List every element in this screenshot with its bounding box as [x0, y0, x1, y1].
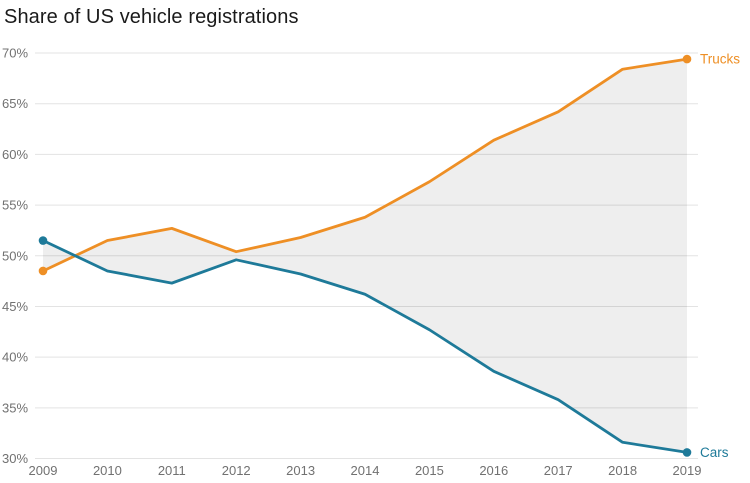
cars-marker-2009	[38, 236, 48, 245]
x-axis-tick-label-2014: 2014	[351, 463, 380, 478]
cars-marker-2019	[682, 448, 692, 457]
y-axis-tick-label-40: 40%	[2, 350, 28, 365]
y-axis-tick-label-45: 45%	[2, 299, 28, 314]
x-axis-tick-label-2019: 2019	[673, 463, 702, 478]
y-axis-tick-label-70: 70%	[2, 46, 28, 61]
cars-line	[41, 239, 689, 454]
x-axis-tick-label-2012: 2012	[222, 463, 251, 478]
trucks-line	[41, 57, 689, 273]
y-axis-tick-label-50: 50%	[2, 248, 28, 263]
trucks-marker-2009	[38, 266, 48, 276]
series-label-trucks: Trucks	[700, 52, 740, 67]
x-axis-tick-label-2016: 2016	[479, 463, 508, 478]
x-axis-tick-label-2015: 2015	[415, 463, 444, 478]
y-axis-tick-label-35: 35%	[2, 400, 28, 415]
y-axis-tick-label-55: 55%	[2, 198, 28, 213]
x-axis-tick-label-2010: 2010	[93, 463, 122, 478]
series-label-cars: Cars	[700, 445, 729, 460]
x-axis-tick-label-2011: 2011	[158, 463, 186, 478]
y-axis-tick-label-30: 30%	[2, 451, 28, 466]
y-axis-tick-label-60: 60%	[2, 147, 28, 162]
x-axis-tick-label-2018: 2018	[608, 463, 637, 478]
area-between-series	[43, 59, 687, 453]
x-axis-tick-label-2009: 2009	[29, 463, 58, 478]
x-axis-tick-label-2013: 2013	[286, 463, 315, 478]
chart-title: Share of US vehicle registrations	[4, 6, 299, 28]
x-axis-tick-label-2017: 2017	[544, 463, 573, 478]
y-axis-tick-label-65: 65%	[2, 96, 28, 111]
trucks-marker-2019	[682, 54, 692, 64]
